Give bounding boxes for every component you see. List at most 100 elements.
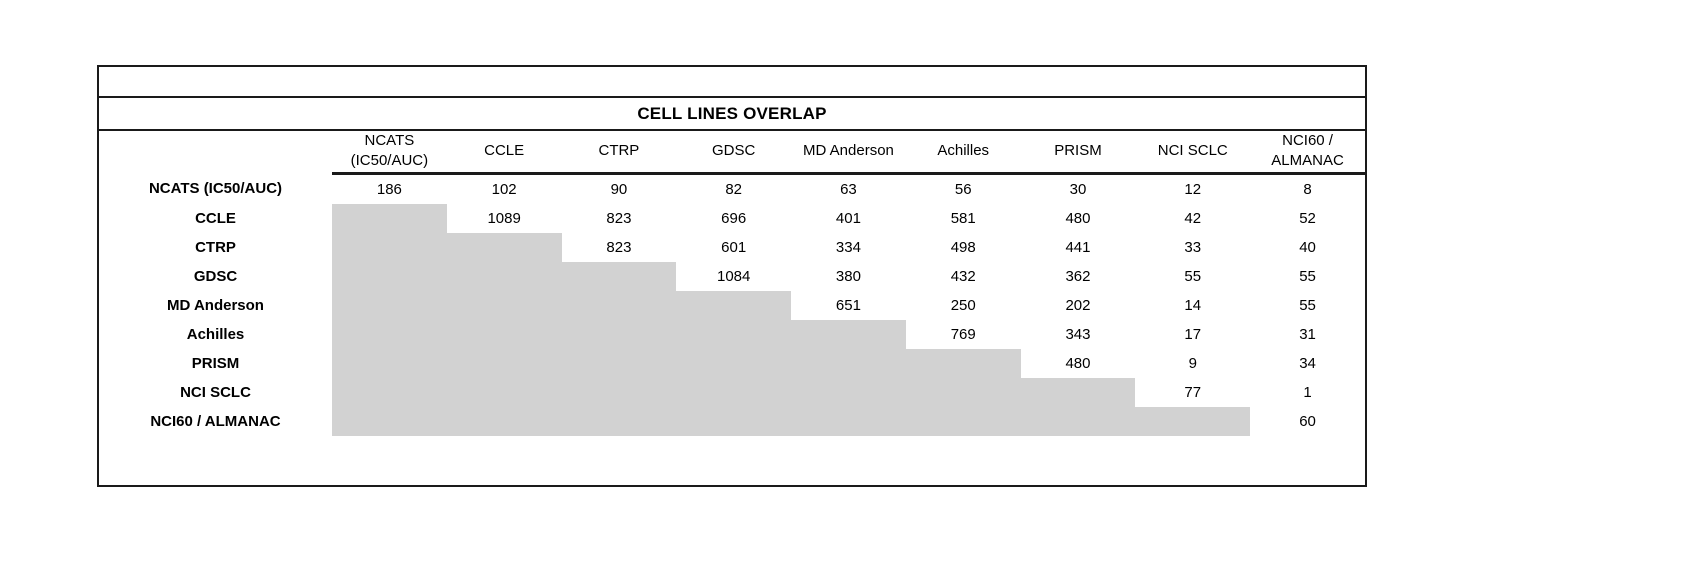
overlap-matrix-table: NCATS (IC50/AUC) CCLE CTRP GDSC MD Anderson Ac… [99,131,1365,436]
matrix-cell [561,406,677,436]
matrix-cell: 343 [1065,325,1091,343]
table-row: NCI SCLC 77 1 [99,377,1365,407]
matrix-cell: 52 [1299,209,1316,227]
matrix-cell [446,261,562,291]
table-row: MD Anderson 651 250 202 14 55 [99,290,1365,320]
matrix-cell [446,232,562,262]
matrix-cell: 8 [1303,180,1312,198]
matrix-cell [446,406,562,436]
matrix-cell [332,203,447,233]
matrix-cell: 1084 [716,267,751,285]
row-header: NCI SCLC [180,383,251,401]
matrix-cell: 31 [1299,325,1316,343]
matrix-cell: 480 [1065,209,1091,227]
matrix-cell: 250 [950,296,976,314]
matrix-cell: 581 [950,209,976,227]
matrix-cell [676,290,792,320]
matrix-cell [446,377,562,407]
matrix-cell [561,319,677,349]
row-header: NCI60 / ALMANAC [150,412,281,430]
matrix-cell: 55 [1299,267,1316,285]
table-title: CELL LINES OVERLAP [99,98,1365,131]
matrix-cell: 823 [606,209,632,227]
matrix-cell: 60 [1299,412,1316,430]
column-header: PRISM [1020,131,1136,175]
matrix-cell: 601 [721,238,747,256]
matrix-cell: 441 [1065,238,1091,256]
matrix-cell: 102 [491,180,517,198]
matrix-cell: 17 [1184,325,1202,343]
column-header: GDSC [676,131,792,175]
matrix-cell [561,377,677,407]
matrix-cell: 30 [1069,180,1087,198]
matrix-cell [332,377,447,407]
row-header: PRISM [191,354,240,372]
row-header: CCLE [195,209,236,227]
table-row: NCI60 / ALMANAC 60 [99,406,1365,436]
matrix-cell: 202 [1065,296,1091,314]
matrix-cell [905,348,1021,378]
matrix-cell: 480 [1065,354,1091,372]
table-body: NCATS (IC50/AUC) 186 102 90 82 63 56 30 12 8 CCLE 1… [99,173,1365,436]
table-row: PRISM 480 9 34 [99,348,1365,378]
matrix-cell [905,406,1021,436]
matrix-cell [446,290,562,320]
matrix-cell: 77 [1184,383,1202,401]
matrix-cell: 55 [1184,267,1202,285]
matrix-cell: 186 [376,180,402,198]
column-header: CCLE [446,131,562,175]
table-row: Achilles 769 343 17 31 [99,319,1365,349]
column-header: NCI SCLC [1135,131,1251,175]
row-header: Achilles [186,325,245,343]
column-header: NCI60 /ALMANAC [1250,131,1365,175]
matrix-cell: 90 [610,180,628,198]
matrix-cell [791,348,906,378]
matrix-cell [1020,406,1136,436]
matrix-cell: 14 [1184,296,1202,314]
matrix-cell: 696 [721,209,747,227]
matrix-cell: 9 [1188,354,1197,372]
matrix-cell [332,348,447,378]
matrix-cell: 33 [1184,238,1202,256]
matrix-cell: 56 [954,180,972,198]
row-header: NCATS (IC50/AUC) [148,179,283,197]
matrix-cell [676,377,792,407]
table-row: NCATS (IC50/AUC) 186 102 90 82 63 56 30 12 8 [99,173,1365,204]
table-row: CTRP 823 601 334 498 441 33 40 [99,232,1365,262]
matrix-cell [332,232,447,262]
matrix-cell [561,261,677,291]
matrix-cell [332,406,447,436]
matrix-cell: 42 [1184,209,1202,227]
matrix-cell [791,319,906,349]
matrix-cell: 63 [840,180,857,198]
matrix-cell [1135,406,1251,436]
matrix-cell: 55 [1299,296,1316,314]
row-header: MD Anderson [167,296,264,314]
matrix-cell [332,290,447,320]
matrix-cell [561,348,677,378]
matrix-cell: 401 [835,209,861,227]
column-header-row: NCATS (IC50/AUC) CCLE CTRP GDSC MD Anderson Ac… [99,131,1365,175]
column-header: CTRP [561,131,677,175]
matrix-cell: 1089 [487,209,521,227]
corner-cell [99,131,332,173]
row-header: GDSC [193,267,238,285]
matrix-cell [561,290,677,320]
matrix-cell [332,319,447,349]
matrix-cell: 380 [835,267,861,285]
matrix-cell: 34 [1299,354,1316,372]
column-header: Achilles [905,131,1021,175]
matrix-cell: 498 [950,238,976,256]
matrix-cell [676,348,792,378]
matrix-cell: 82 [725,180,743,198]
table-row: GDSC 1084 380 432 362 55 55 [99,261,1365,291]
matrix-cell [905,377,1021,407]
column-header: MD Anderson [791,131,906,175]
matrix-cell: 1 [1303,383,1312,401]
matrix-cell [446,319,562,349]
overlap-table-frame: CELL LINES OVERLAP NCATS (IC50/AUC) CCLE CT… [97,65,1367,487]
matrix-cell [446,348,562,378]
matrix-cell: 823 [606,238,632,256]
matrix-cell [1020,377,1136,407]
